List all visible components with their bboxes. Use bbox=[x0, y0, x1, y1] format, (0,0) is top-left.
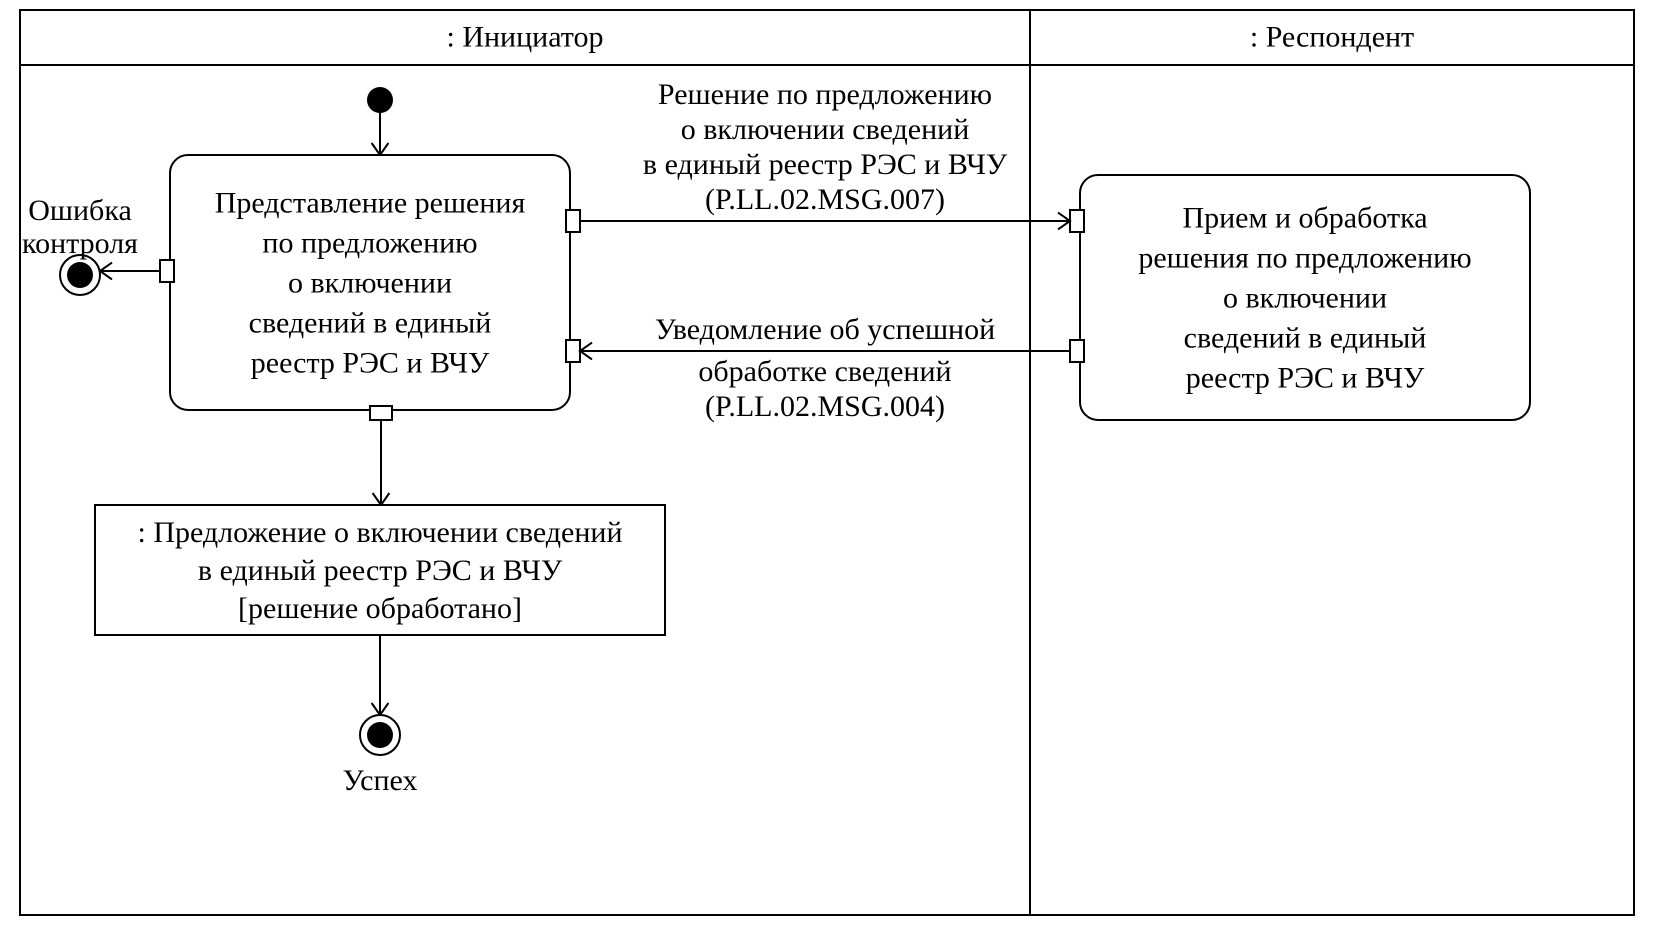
svg-text:Ошибка: Ошибка bbox=[28, 194, 132, 227]
svg-text:сведений в единый: сведений в единый bbox=[1184, 322, 1427, 355]
svg-text:о включении: о включении bbox=[1223, 282, 1387, 315]
svg-text:Прием и обработка: Прием и обработка bbox=[1182, 202, 1427, 235]
svg-text:по предложению: по предложению bbox=[262, 227, 477, 260]
svg-text:обработке сведений: обработке сведений bbox=[698, 355, 951, 388]
svg-text:в единый реестр РЭС и ВЧУ: в единый реестр РЭС и ВЧУ bbox=[198, 554, 563, 587]
svg-text:реестр РЭС и ВЧУ: реестр РЭС и ВЧУ bbox=[1186, 362, 1425, 395]
svg-text:в единый реестр РЭС и ВЧУ: в единый реестр РЭС и ВЧУ bbox=[643, 148, 1008, 181]
svg-text:: Предложение о включении свед: : Предложение о включении сведений bbox=[138, 516, 623, 549]
activity-diagram: : Инициатор : Респондент Представление реш… bbox=[0, 0, 1654, 925]
svg-text:реестр РЭС и ВЧУ: реестр РЭС и ВЧУ bbox=[251, 347, 490, 380]
svg-text:контроля: контроля bbox=[22, 227, 138, 260]
lane-header-initiator: : Инициатор bbox=[447, 20, 604, 53]
svg-text:(P.LL.02.MSG.004): (P.LL.02.MSG.004) bbox=[705, 390, 945, 423]
lane-header-respondent: : Респондент bbox=[1250, 20, 1414, 53]
svg-text:решения по предложению: решения по предложению bbox=[1138, 242, 1471, 275]
svg-text:(P.LL.02.MSG.007): (P.LL.02.MSG.007) bbox=[705, 183, 945, 216]
svg-text:о включении: о включении bbox=[288, 267, 452, 300]
svg-text:Решение по предложению: Решение по предложению bbox=[658, 78, 992, 111]
success-label: Успех bbox=[343, 764, 418, 797]
svg-text:Уведомление об успешной: Уведомление об успешной bbox=[655, 313, 995, 346]
svg-text:[решение обработано]: [решение обработано] bbox=[238, 592, 522, 625]
svg-text:сведений в единый: сведений в единый bbox=[249, 307, 492, 340]
svg-text:Представление решения: Представление решения bbox=[215, 187, 526, 220]
initial-node-icon bbox=[367, 87, 393, 113]
svg-text:о включении сведений: о включении сведений bbox=[681, 113, 970, 146]
